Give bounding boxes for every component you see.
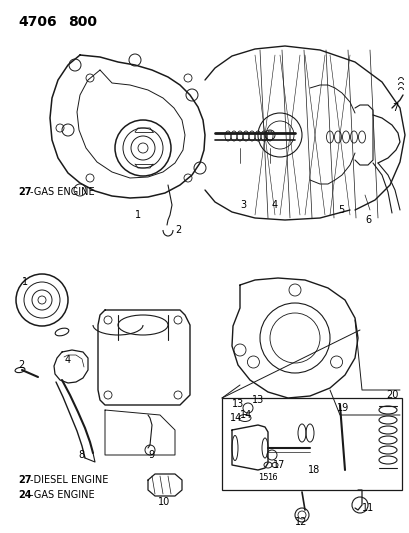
Text: 13: 13 (231, 399, 244, 409)
Text: 3: 3 (239, 200, 245, 210)
Text: 1: 1 (22, 277, 28, 287)
Text: 4706: 4706 (18, 15, 56, 29)
Text: 8: 8 (78, 450, 84, 460)
Text: 4: 4 (65, 355, 71, 365)
Text: 9: 9 (148, 450, 154, 460)
Text: 17: 17 (272, 460, 285, 470)
Text: 14: 14 (239, 410, 252, 420)
Text: 2: 2 (175, 225, 181, 235)
Text: 19: 19 (336, 403, 348, 413)
Text: 800: 800 (68, 15, 97, 29)
Text: 5: 5 (337, 205, 344, 215)
Text: 15: 15 (257, 473, 268, 482)
Text: 2: 2 (18, 360, 24, 370)
Text: 27: 27 (18, 187, 31, 197)
Text: 11: 11 (361, 503, 373, 513)
Text: 6: 6 (364, 215, 370, 225)
Text: 12: 12 (294, 517, 307, 527)
Text: 1: 1 (135, 210, 141, 220)
Bar (221, 398, 401, 490)
Text: 13: 13 (252, 395, 264, 405)
Text: 4: 4 (271, 200, 277, 210)
Text: 14: 14 (229, 413, 242, 423)
Text: -DIESEL ENGINE: -DIESEL ENGINE (30, 475, 108, 485)
Text: -GAS ENGINE: -GAS ENGINE (30, 187, 94, 197)
Text: 18: 18 (307, 465, 319, 475)
Text: 27: 27 (18, 475, 31, 485)
Text: 20: 20 (385, 390, 398, 400)
Text: 7: 7 (391, 103, 397, 113)
Text: 24: 24 (18, 490, 31, 500)
Text: -GAS ENGINE: -GAS ENGINE (30, 490, 94, 500)
Text: 16: 16 (266, 473, 277, 482)
Text: 10: 10 (157, 497, 170, 507)
